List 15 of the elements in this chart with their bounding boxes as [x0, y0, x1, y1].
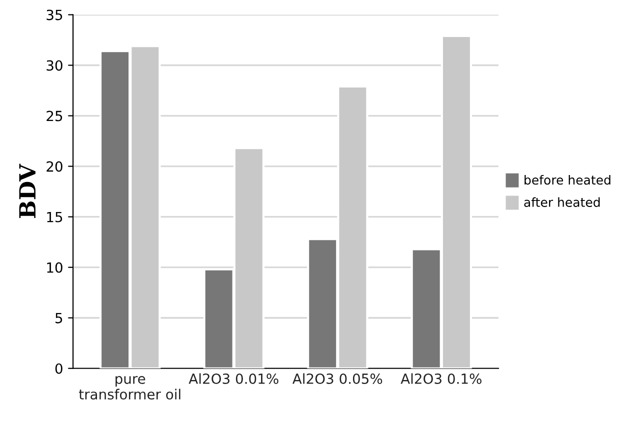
y-tick-label: 10 — [47, 262, 62, 273]
y-tick-label: 35 — [46, 10, 62, 20]
y-tick-label: 0 — [55, 363, 62, 374]
legend-label: before heated — [524, 174, 610, 185]
x-tick-label: pure transformer oil — [78, 376, 180, 400]
y-tick-label: 5 — [56, 313, 62, 324]
x-tick-label: Al2O3 0.1% — [400, 373, 482, 384]
y-tick-label: 15 — [47, 212, 62, 222]
legend-label: after heated — [524, 197, 600, 207]
y-tick-label: 20 — [46, 161, 62, 172]
y-axis-title: BDV — [19, 164, 36, 218]
y-tick-label: 30 — [46, 60, 62, 71]
x-tick-label: Al2O3 0.01% — [188, 373, 278, 384]
y-tick-label: 25 — [46, 110, 62, 122]
x-tick-label: Al2O3 0.05% — [292, 373, 382, 384]
